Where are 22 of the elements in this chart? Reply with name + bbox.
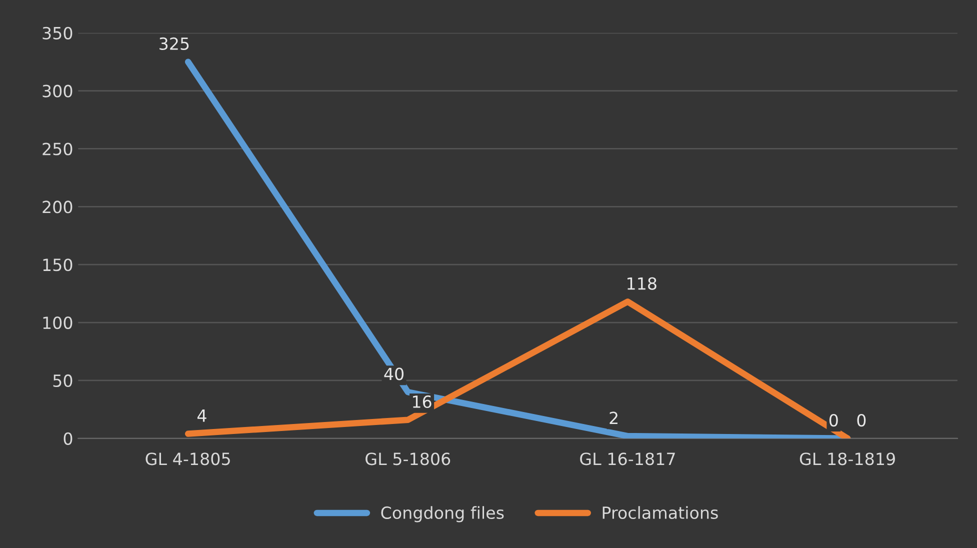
y-tick-label: 250 [42,142,72,156]
y-tick-label: 200 [42,200,72,214]
y-tick-label: 150 [43,258,72,272]
x-tick-label: GL 5-1806 [366,452,450,466]
x-tick-label: GL 16-1817 [580,452,675,466]
y-tick-label: 0 [64,432,72,445]
y-tick-label: 350 [42,26,72,40]
legend-label: Proclamations [602,506,718,520]
data-label: 2 [610,412,618,424]
data-label: 16 [413,395,432,408]
y-tick-label: 50 [53,374,72,388]
data-label: 4 [197,410,206,422]
data-label: 0 [829,414,838,427]
legend-label: Congdong files [381,506,504,522]
y-tick-label: 300 [42,84,72,98]
y-tick-label: 100 [43,316,72,330]
data-label: 40 [384,368,404,380]
x-tick-label: GL 18-1819 [800,452,895,466]
data-label: 325 [160,37,189,50]
data-label: 118 [628,277,656,290]
x-tick-label: GL 4-1805 [146,452,230,466]
data-label: 0 [857,414,866,427]
